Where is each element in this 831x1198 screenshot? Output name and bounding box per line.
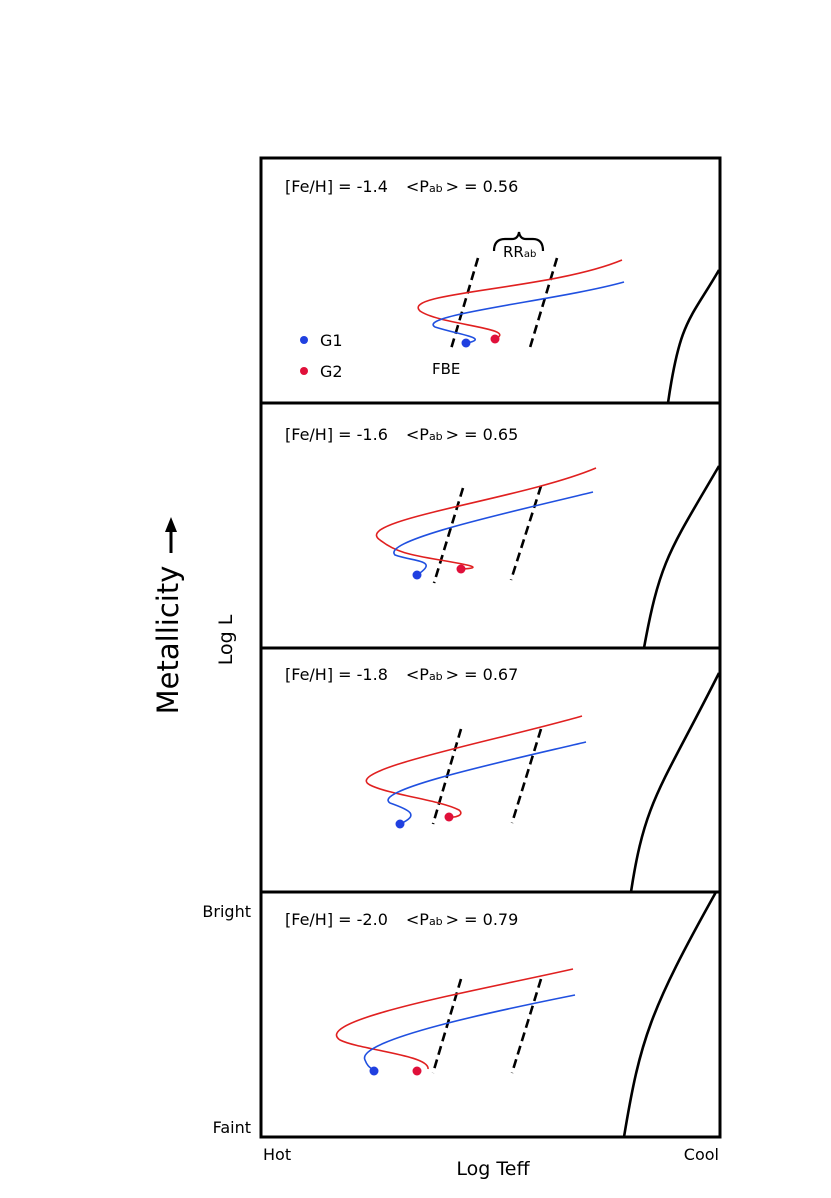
red-edge-line [509, 485, 543, 581]
metallicity-arrow-icon [165, 517, 177, 553]
rgb-curve [666, 269, 721, 404]
y-axis-label: Log L [215, 614, 237, 665]
panel-1-title: [Fe/H] = -1.4 <Pab > = 0.56 [285, 177, 518, 196]
fbe-boundary-line [432, 487, 465, 584]
rgb-curve [642, 465, 721, 649]
g1-track [387, 741, 587, 825]
panel-2: [Fe/H] = -1.6 <Pab > = 0.65 [285, 425, 721, 649]
metallicity-label: Metallicity [151, 566, 185, 715]
rr-ab-label: RRab [503, 243, 536, 261]
g1-track [393, 491, 594, 576]
panel-1: [Fe/H] = -1.4 <Pab > = 0.56 RRab G1 G2 FBE [285, 177, 721, 404]
rgb-curve [629, 672, 721, 893]
g2-point [490, 334, 500, 344]
g2-track [365, 715, 583, 818]
g2-point [412, 1066, 422, 1076]
panel-4: [Fe/H] = -2.0 <Pab > = 0.79 [285, 891, 718, 1138]
panel-2-title: [Fe/H] = -1.6 <Pab > = 0.65 [285, 425, 518, 444]
fbe-boundary-line [449, 257, 480, 350]
rgb-curve [622, 891, 718, 1138]
red-edge-line [510, 728, 543, 824]
g2-track [336, 968, 574, 1070]
bright-label: Bright [202, 902, 251, 921]
x-axis-label: Log Teff [456, 1158, 530, 1180]
panel-4-title: [Fe/H] = -2.0 <Pab > = 0.79 [285, 910, 518, 929]
g1-track [432, 281, 625, 344]
g1-point [395, 819, 405, 829]
g2-track [417, 259, 623, 340]
hot-label: Hot [263, 1145, 291, 1164]
g1-point [412, 570, 422, 580]
legend-g2-label: G2 [320, 362, 343, 381]
g2-point [444, 812, 454, 822]
g2-track [376, 467, 597, 570]
g2-point [456, 564, 466, 574]
red-edge-line [510, 978, 543, 1074]
g1-point [461, 338, 471, 348]
legend-g1-marker [300, 336, 308, 344]
rr-ab-brace [492, 231, 545, 252]
red-edge-line [527, 257, 559, 352]
fbe-label: FBE [432, 360, 460, 378]
legend-g2-marker [300, 367, 308, 375]
panel-3: [Fe/H] = -1.8 <Pab > = 0.67 [285, 665, 721, 893]
g1-track [364, 994, 576, 1072]
panel-frames [259, 156, 722, 1139]
faint-label: Faint [213, 1118, 251, 1137]
g1-point [369, 1066, 379, 1076]
panel-3-title: [Fe/H] = -1.8 <Pab > = 0.67 [285, 665, 518, 684]
cool-label: Cool [684, 1145, 719, 1164]
legend-g1-label: G1 [320, 331, 343, 350]
